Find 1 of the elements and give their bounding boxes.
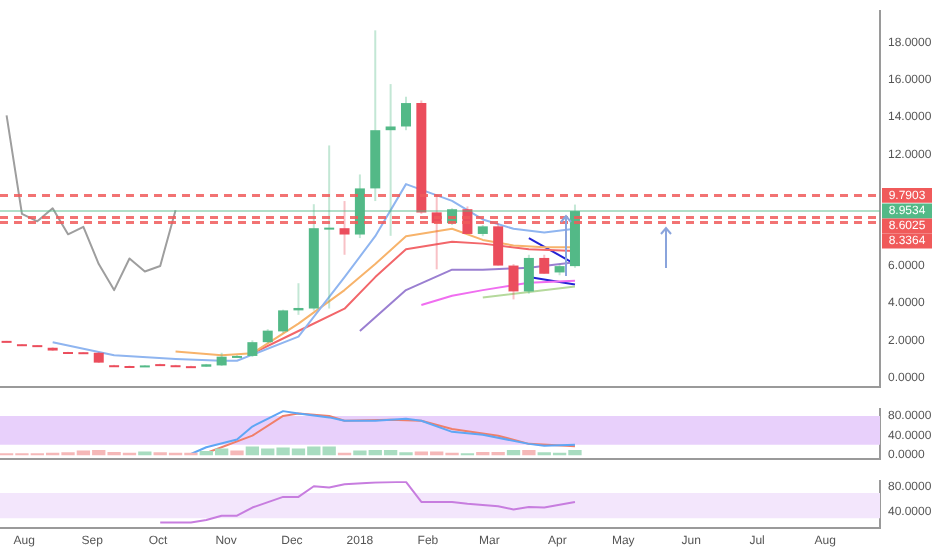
candlestick bbox=[493, 222, 504, 267]
